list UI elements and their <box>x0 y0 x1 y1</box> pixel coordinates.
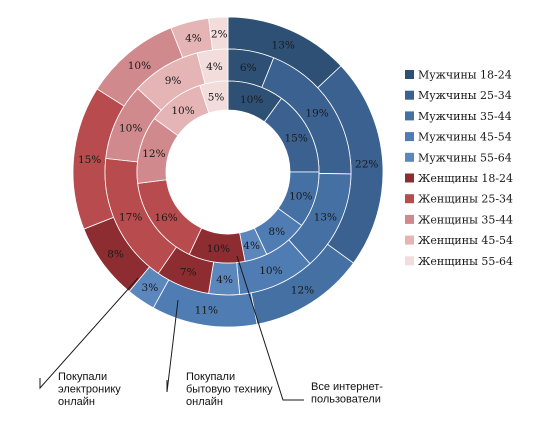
ring-3-label-женщины-25-34: 16% <box>154 212 177 224</box>
legend-label-мужчины-35-44: Мужчины 35-44 <box>418 110 512 123</box>
legend-swatch-женщины-18-24 <box>405 173 414 183</box>
callout-all-users-text-line-1: Все интернет- <box>311 381 383 393</box>
legend-label-женщины-35-44: Женщины 35-44 <box>418 213 513 226</box>
callout-electronics-leader-line <box>39 277 139 390</box>
legend: Мужчины 18-24 Мужчины 25-34 Мужчины 35-44 М… <box>405 69 513 268</box>
ring-2-label-мужчины-18-24: 6% <box>240 62 257 74</box>
ring-3-label-мужчины-45-54: 8% <box>268 226 285 238</box>
ring-2-label-мужчины-55-64: 4% <box>216 274 233 286</box>
ring-1-label-мужчины-18-24: 13% <box>272 39 295 51</box>
legend-label-женщины-45-54: Женщины 45-54 <box>418 234 513 247</box>
donut-value-labels: 13%22%12%11%3%8%15%10%4% 2%6%19%13%10%4%7… <box>78 28 378 316</box>
legend-label-мужчины-45-54: Мужчины 45-54 <box>418 131 512 144</box>
ring-1-label-мужчины-35-44: 12% <box>291 284 314 296</box>
ring-2-label-мужчины-35-44: 13% <box>314 211 337 223</box>
legend-label-мужчины-25-34: Мужчины 25-34 <box>418 89 512 102</box>
callout-all-users-text-line-2: пользователи <box>311 394 381 406</box>
legend-swatch-женщины-55-64 <box>405 256 414 266</box>
ring-3-label-женщины-55-64: 5% <box>208 91 225 103</box>
legend-label-мужчины-55-64: Мужчины 55-64 <box>418 151 512 164</box>
ring-3-label-женщины-35-44: 12% <box>142 148 165 160</box>
legend-swatch-мужчины-18-24 <box>405 70 414 79</box>
ring-2-label-женщины-45-54: 9% <box>165 75 182 87</box>
callout-electronics-text-line-2: электронику <box>58 384 121 396</box>
callout-electronics-text-line-1: Покупали <box>58 371 107 383</box>
legend-swatch-женщины-35-44 <box>405 214 414 224</box>
legend-swatch-мужчины-45-54 <box>405 132 414 142</box>
legend-label-мужчины-18-24: Мужчины 18-24 <box>418 69 512 82</box>
ring-3-label-мужчины-25-34: 15% <box>284 132 307 144</box>
ring-2-label-женщины-55-64: 4% <box>206 61 223 73</box>
ring-3-label-женщины-18-24: 10% <box>207 243 230 255</box>
legend-label-женщины-55-64: Женщины 55-64 <box>418 255 513 268</box>
ring-1-label-мужчины-25-34: 22% <box>355 158 378 170</box>
ring-2-label-мужчины-45-54: 10% <box>259 265 282 277</box>
callouts: ПокупалиэлектроникуонлайнПокупалибытовую… <box>39 255 383 408</box>
legend-swatch-женщины-25-34 <box>405 194 414 204</box>
ring-1-label-женщины-45-54: 4% <box>185 32 202 44</box>
ring-1-label-мужчины-45-54: 11% <box>195 304 218 316</box>
ring-1-label-женщины-55-64: 2% <box>211 28 228 40</box>
callout-appliances-leader-line <box>166 299 179 393</box>
callout-electronics-text-line-3: онлайн <box>58 396 95 408</box>
legend-label-женщины-18-24: Женщины 18-24 <box>418 172 513 185</box>
ring-3-label-мужчины-18-24: 10% <box>240 94 263 106</box>
legend-swatch-женщины-45-54 <box>405 235 414 245</box>
callout-appliances-text-line-2: бытовую технику <box>186 384 273 396</box>
ring-3-segment-женщины-55-64 <box>199 80 229 114</box>
ring-2-label-женщины-25-34: 17% <box>119 211 142 223</box>
callout-appliances-text-line-3: онлайн <box>186 396 223 408</box>
ring-1-label-мужчины-55-64: 3% <box>142 282 159 294</box>
ring-2-label-женщины-35-44: 10% <box>119 123 142 135</box>
legend-swatch-мужчины-35-44 <box>405 111 414 121</box>
ring-2-label-женщины-18-24: 7% <box>180 266 197 278</box>
ring-3-label-мужчины-55-64: 4% <box>243 240 260 252</box>
ring-3-label-женщины-45-54: 10% <box>171 105 194 117</box>
legend-swatch-мужчины-55-64 <box>405 152 414 162</box>
ring-1-label-женщины-35-44: 10% <box>128 60 151 72</box>
callout-appliances-text-line-1: Покупали <box>186 371 235 383</box>
ring-1-label-женщины-18-24: 8% <box>107 249 124 261</box>
ring-2-label-мужчины-25-34: 19% <box>305 108 328 120</box>
legend-swatch-мужчины-25-34 <box>405 90 414 100</box>
ring-3-label-мужчины-35-44: 10% <box>289 191 312 203</box>
callout-all-users-leader-line <box>236 255 304 401</box>
ring-1-label-женщины-25-34: 15% <box>78 154 101 166</box>
donut-rings <box>72 16 384 328</box>
legend-label-женщины-25-34: Женщины 25-34 <box>418 193 513 206</box>
